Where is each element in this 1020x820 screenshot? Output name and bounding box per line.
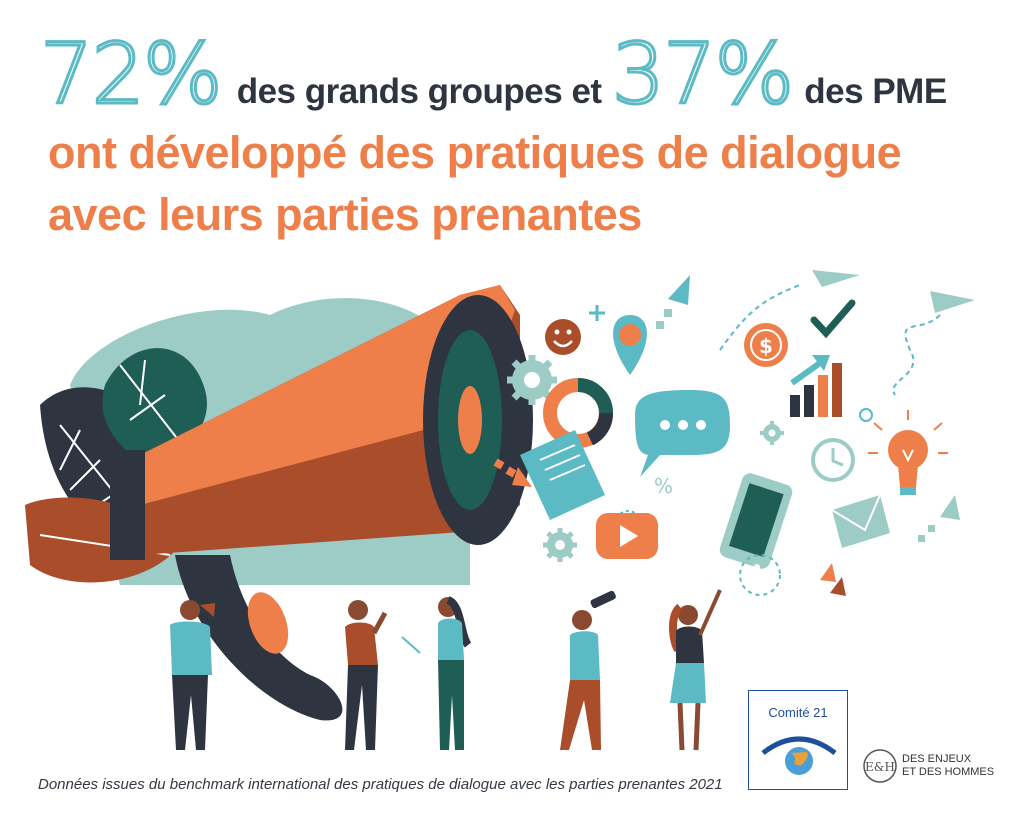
document-icon xyxy=(520,430,605,520)
source-note: Données issues du benchmark internationa… xyxy=(38,776,723,793)
checkmark-icon xyxy=(810,299,856,339)
logo-eh-mark: E&H xyxy=(863,749,897,783)
lightbulb-icon xyxy=(868,410,948,495)
chat-bubble-icon xyxy=(635,390,730,477)
envelope-icon xyxy=(831,494,890,548)
headline: 72% des grands groupes et 37% des PME on… xyxy=(39,25,1000,246)
dashed-curve xyxy=(892,314,941,396)
smiley-icon xyxy=(545,319,581,355)
smartphone-icon xyxy=(719,473,793,570)
label-sme: des PME xyxy=(804,72,947,111)
logo-eh-line-2: ET DES HOMMES xyxy=(902,766,995,778)
arrow-icon-right xyxy=(918,495,960,542)
svg-text:$: $ xyxy=(759,334,773,358)
location-pin-icon xyxy=(613,315,647,375)
dashed-arrow xyxy=(493,458,532,487)
megaphone-icon xyxy=(110,285,533,721)
play-button-icon xyxy=(596,513,658,559)
logo-eh-line-1: DES ENJEUX xyxy=(902,753,972,765)
dashed-circle-2 xyxy=(739,554,781,596)
clock-icon xyxy=(811,438,855,482)
gear-icon xyxy=(507,355,557,405)
logo-comite-21: Comité 21 xyxy=(748,690,848,790)
headline-line-3: avec leurs parties prenantes xyxy=(48,189,642,240)
illustration: % $ xyxy=(25,270,975,751)
person-1 xyxy=(170,600,215,750)
svg-text:E&H: E&H xyxy=(865,760,895,774)
plus-icon xyxy=(589,305,605,321)
small-circle xyxy=(859,408,873,422)
headline-line-1: 72% des grands groupes et 37% des PME xyxy=(39,25,1000,124)
bar-chart-icon xyxy=(790,355,842,417)
dollar-icon: $ xyxy=(744,323,788,367)
person-4 xyxy=(560,590,616,750)
person-2 xyxy=(345,600,388,750)
donut-chart-icon xyxy=(543,378,613,448)
pct-large-groups: 72% xyxy=(39,25,225,124)
pct-sme: 37% xyxy=(610,25,796,124)
percent-icon: % xyxy=(654,474,673,498)
person-5 xyxy=(669,589,722,751)
logo-eh-text: DES ENJEUX ET DES HOMMES xyxy=(902,753,994,779)
gear-icon-tiny xyxy=(760,421,784,445)
paper-plane-icon xyxy=(812,270,975,313)
arrow-up-icon xyxy=(656,275,690,329)
headline-line-2: ont développé des pratiques de dialogue xyxy=(48,127,902,178)
dashed-line xyxy=(719,284,801,351)
globe-icon xyxy=(761,736,837,775)
person-3 xyxy=(401,596,472,750)
logo-comite-21-label: Comité 21 xyxy=(768,705,828,720)
triangle-icons xyxy=(820,563,846,596)
label-large-groups: des grands groupes et xyxy=(236,72,602,111)
gear-icon-small xyxy=(543,528,577,562)
